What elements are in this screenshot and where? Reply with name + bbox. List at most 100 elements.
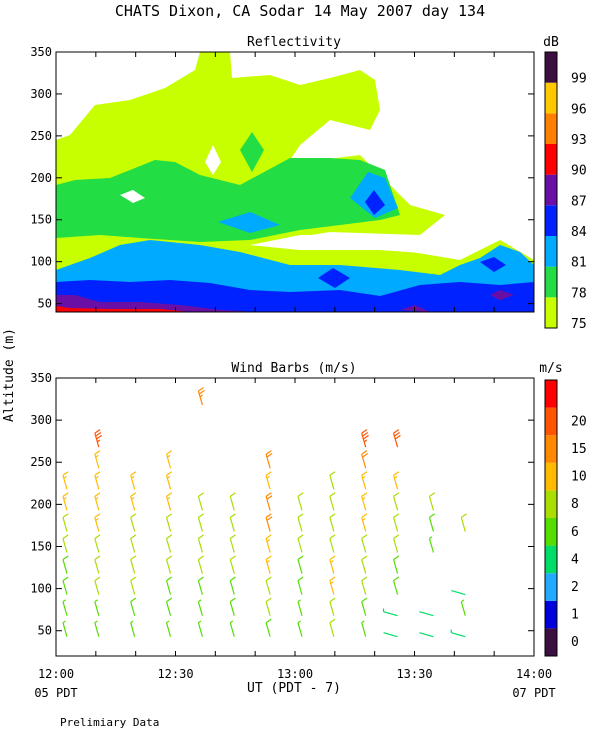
wind-barb-flag bbox=[95, 451, 100, 455]
barb-x-tick-label: 13:30 bbox=[396, 667, 432, 681]
wind-barb-flag bbox=[362, 472, 367, 476]
barb-y-tick-label: 200 bbox=[30, 497, 52, 511]
wind-barb-half-flag bbox=[95, 621, 98, 623]
wind-barb bbox=[198, 560, 202, 574]
wind-barb bbox=[394, 560, 398, 574]
wind-barb-half-flag bbox=[298, 600, 301, 602]
wind-barb-flag bbox=[267, 454, 272, 458]
wind-barb-half-flag bbox=[131, 621, 134, 623]
wind-barb-flag bbox=[298, 556, 303, 560]
wind-barb-half-flag bbox=[64, 476, 67, 478]
wind-barb-flag bbox=[95, 493, 100, 497]
wind-barb bbox=[461, 517, 465, 531]
wind-barb bbox=[198, 517, 202, 531]
refl-colorbar-label: 84 bbox=[571, 225, 587, 240]
wind-barb-half-flag bbox=[63, 621, 66, 623]
wind-barb-flag bbox=[230, 535, 235, 539]
wind-barb bbox=[362, 581, 366, 595]
wind-barb-flag bbox=[96, 435, 101, 439]
wind-barb-half-flag bbox=[363, 519, 366, 521]
wind-barb bbox=[167, 581, 171, 595]
wind-barb-flag bbox=[461, 514, 466, 518]
wind-barb bbox=[167, 602, 171, 616]
wind-barb-half-flag bbox=[267, 476, 270, 478]
wind-barb-flag bbox=[298, 514, 303, 518]
barb-y-tick-label: 300 bbox=[30, 413, 52, 427]
wind-barb bbox=[95, 623, 99, 637]
wind-barb bbox=[230, 496, 234, 510]
barb-colorbar-label: 8 bbox=[571, 497, 579, 512]
reflectivity-colorbar-unit: dB bbox=[543, 35, 559, 50]
wind-barb-flag bbox=[330, 619, 335, 623]
wind-barb bbox=[298, 517, 302, 531]
wind-barb bbox=[298, 538, 302, 552]
wind-barb bbox=[362, 560, 366, 574]
wind-barb bbox=[95, 538, 99, 552]
wind-barb-flag bbox=[96, 432, 101, 436]
wind-barb bbox=[266, 623, 270, 637]
refl-colorbar-swatch bbox=[545, 144, 557, 175]
wind-barb-half-flag bbox=[198, 600, 201, 602]
barb-colorbar-swatch bbox=[545, 490, 557, 518]
refl-colorbar-swatch bbox=[545, 113, 557, 144]
wind-barb-half-flag bbox=[96, 455, 99, 457]
wind-barb-flag bbox=[199, 390, 204, 394]
wind-barb-flag bbox=[230, 598, 235, 602]
footer-right-time: 07 PDT bbox=[512, 686, 555, 700]
barb-colorbar-label: 6 bbox=[571, 525, 579, 540]
wind-barb-flag bbox=[298, 535, 303, 539]
wind-barb-flag bbox=[362, 556, 367, 560]
wind-barb-flag bbox=[330, 535, 335, 539]
barb-colorbar-label: 15 bbox=[571, 442, 587, 457]
wind-barb-flag bbox=[167, 535, 172, 539]
refl-y-tick-label: 100 bbox=[30, 255, 52, 269]
wind-barb bbox=[131, 581, 135, 595]
wind-barb bbox=[461, 602, 465, 616]
wind-barb-half-flag bbox=[95, 600, 98, 602]
wind-barb-half-flag bbox=[132, 497, 135, 499]
wind-barb-flag bbox=[167, 514, 172, 518]
wind-barb-half-flag bbox=[63, 600, 66, 602]
wind-barb-flag bbox=[330, 514, 335, 518]
refl-colorbar-label: 93 bbox=[571, 133, 587, 148]
barb-colorbar-swatch bbox=[545, 518, 557, 546]
wind-barb-flag bbox=[266, 472, 271, 476]
wind-barb bbox=[394, 581, 398, 595]
wind-barb bbox=[451, 633, 465, 637]
wind-barb-flag bbox=[429, 514, 434, 518]
wind-barb bbox=[419, 612, 433, 616]
wind-barb-half-flag bbox=[167, 621, 170, 623]
wind-barb bbox=[198, 538, 202, 552]
wind-barb-flag bbox=[230, 556, 235, 560]
wind-barb bbox=[230, 602, 234, 616]
wind-barb-flag bbox=[362, 598, 367, 602]
refl-colorbar-swatch bbox=[545, 52, 557, 83]
wind-barb-flag bbox=[131, 514, 136, 518]
wind-barb bbox=[394, 538, 398, 552]
wind-barb-flag bbox=[63, 535, 68, 539]
wind-barb-flag bbox=[198, 493, 203, 497]
wind-barb bbox=[394, 517, 398, 531]
barb-colorbar-label: 4 bbox=[571, 552, 579, 567]
wind-barb bbox=[362, 602, 366, 616]
wind-barb-flag bbox=[198, 535, 203, 539]
wind-barb-flag bbox=[95, 430, 100, 434]
refl-colorbar-label: 75 bbox=[571, 317, 587, 332]
wind-barb-flag bbox=[267, 517, 272, 521]
refl-y-tick-label: 250 bbox=[30, 129, 52, 143]
wind-barb-flag bbox=[230, 577, 235, 581]
wind-barb-flag bbox=[394, 430, 399, 434]
barb-colorbar-swatch bbox=[545, 463, 557, 491]
wind-barb-flag bbox=[63, 514, 68, 518]
wind-barb bbox=[298, 623, 302, 637]
wind-barb-flag bbox=[429, 493, 434, 497]
wind-barb-half-flag bbox=[298, 621, 301, 623]
wind-barbs-x-axis-label: UT (PDT - 7) bbox=[247, 681, 341, 696]
wind-barb-flag bbox=[363, 454, 368, 458]
barb-colorbar-label: 10 bbox=[571, 470, 587, 485]
refl-colorbar-label: 78 bbox=[571, 286, 587, 301]
wind-barb bbox=[298, 560, 302, 574]
wind-barb bbox=[131, 560, 135, 574]
wind-barb bbox=[362, 538, 366, 552]
